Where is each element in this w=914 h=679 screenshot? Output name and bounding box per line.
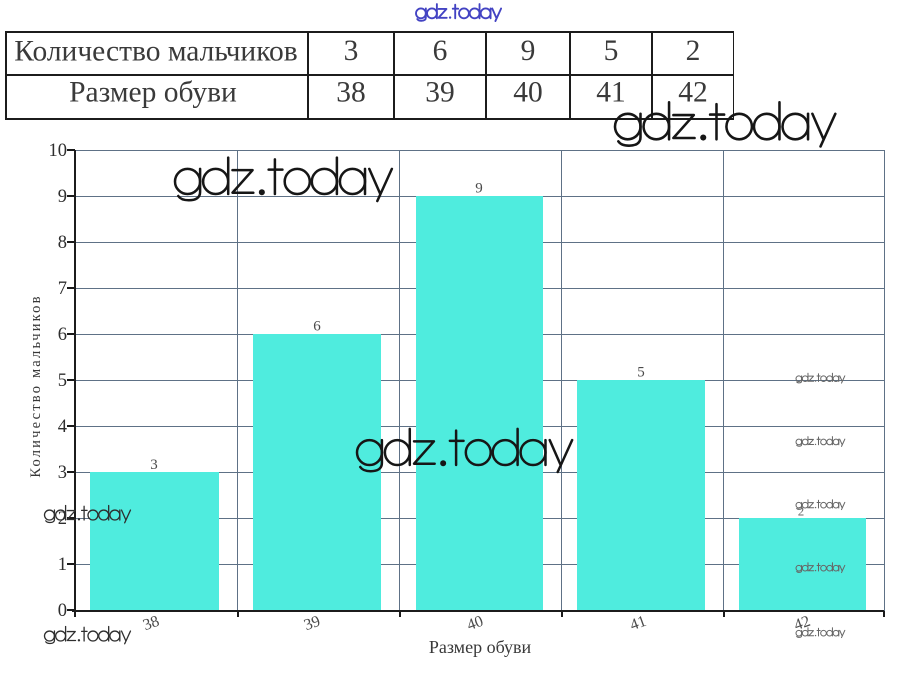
svg-text:Количество мальчиков: Количество мальчиков: [28, 294, 44, 477]
svg-text:40: 40: [513, 77, 543, 109]
svg-text:2: 2: [798, 504, 805, 519]
svg-text:6: 6: [58, 325, 67, 345]
svg-text:8: 8: [58, 233, 67, 253]
svg-text:9: 9: [521, 35, 536, 67]
svg-text:0: 0: [58, 601, 67, 621]
svg-text:42: 42: [678, 77, 708, 109]
svg-text:3: 3: [150, 457, 158, 473]
svg-text:6: 6: [313, 319, 321, 335]
svg-text:3: 3: [344, 35, 359, 67]
svg-text:9: 9: [58, 187, 67, 207]
svg-text:41: 41: [628, 613, 649, 634]
svg-text:Размер обуви: Размер обуви: [69, 77, 237, 109]
svg-text:9: 9: [475, 181, 483, 197]
svg-text:1: 1: [58, 555, 67, 575]
svg-text:7: 7: [58, 279, 67, 299]
svg-text:10: 10: [49, 141, 68, 161]
svg-text:38: 38: [336, 77, 366, 109]
svg-text:42: 42: [792, 613, 813, 634]
svg-text:40: 40: [465, 613, 486, 634]
svg-text:Количество мальчиков: Количество мальчиков: [14, 36, 297, 68]
svg-text:6: 6: [433, 35, 448, 67]
svg-text:5: 5: [58, 371, 67, 391]
svg-text:5: 5: [637, 365, 645, 381]
svg-text:41: 41: [596, 77, 626, 109]
svg-text:4: 4: [58, 417, 67, 437]
svg-text:39: 39: [302, 613, 323, 634]
svg-text:5: 5: [604, 35, 619, 67]
svg-text:2: 2: [686, 35, 701, 67]
svg-text:38: 38: [141, 613, 162, 634]
svg-text:Размер обуви: Размер обуви: [429, 637, 532, 657]
svg-text:3: 3: [58, 463, 67, 483]
svg-text:39: 39: [425, 77, 455, 109]
